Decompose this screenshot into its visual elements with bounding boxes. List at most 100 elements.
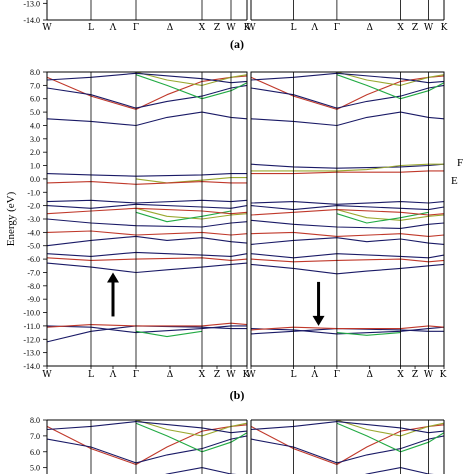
panel-b: 8.0 7.0 6.0 5.0 4.0 3.0 2.0 1.0 0.0 -1.0 -2.0 -3.0 -… [5,68,447,380]
y-tick-label: -13.0 [23,0,40,8]
band-line [46,207,248,215]
band-line [46,257,248,261]
band-line [250,205,445,211]
k-point-label: W [226,370,236,380]
y-tick-label: 5.0 [30,464,40,473]
y-tick-label: 6.0 [30,95,40,104]
k-point-label: Γ [334,370,340,380]
caption-a: (a) [230,37,244,51]
y-tick-label: -1.0 [27,188,40,197]
k-point-label: K [440,370,447,380]
k-point-label: Δ [167,23,174,33]
band-line [250,72,445,84]
y-tick-label: 4.0 [30,121,40,130]
y-tick-label: 8.0 [30,416,40,425]
panel-c-bands [251,420,444,474]
band-line [46,325,247,343]
y-tick-label: -4.0 [27,228,40,237]
k-point-label: W [424,370,434,380]
band-line [250,253,445,259]
band-line [46,72,248,84]
band-line [251,421,444,434]
band-line [46,181,247,185]
band-line [336,332,401,336]
band-line [46,199,248,204]
k-point-label: L [88,370,94,380]
band-line [46,173,247,177]
band-line [251,170,444,175]
panel-a-remnant: -13.0-14.0W L Λ Γ Δ X Z W KW L Λ Γ Δ X Z W K [23,0,448,33]
band-line [364,467,434,474]
band-line [250,237,445,245]
band-line [46,325,247,334]
k-point-label: Λ [310,23,318,33]
y-tick-label: 8.0 [30,68,40,77]
y-tick-label: -8.0 [27,282,40,291]
k-point-label: W [226,23,236,33]
k-point-label: L [290,23,296,33]
band-line [46,251,248,257]
k-point-label: Λ [109,370,117,380]
k-point-label: Δ [366,23,373,33]
k-point-label: W [42,370,52,380]
y-tick-label: -14.0 [23,362,40,371]
y-tick-label: -6.0 [27,255,40,264]
k-point-label: Z [214,370,220,380]
band-line [250,219,445,229]
y-tick-label: -3.0 [27,215,40,224]
y-tick-label: 3.0 [30,135,40,144]
k-point-label: Δ [366,370,373,380]
y-tick-label: -12.0 [23,335,40,344]
k-point-label: X [199,23,206,33]
k-point-label: W [42,23,52,33]
band-line [46,230,248,236]
k-point-label: K [441,23,448,33]
band-line [250,111,445,127]
k-point-label: X [199,370,206,380]
subpanel-frame [46,71,248,367]
band-line [46,203,248,209]
band-line [135,330,203,338]
band-line [250,328,444,335]
band-line [250,325,445,331]
k-point-label: Z [412,23,418,33]
k-point-label: W [424,23,434,33]
y-tick-label: -9.0 [27,295,40,304]
band-line [135,71,248,86]
y-tick-label: 0.0 [30,175,40,184]
band-line [165,467,237,474]
spin-down-arrow-head [312,315,325,326]
k-point-label: Z [214,23,220,33]
y-tick-label: 7.0 [30,432,40,441]
y-tick-label: 1.0 [30,162,40,171]
band-line [250,163,445,169]
k-point-label: Δ [167,370,174,380]
k-point-label: Γ [133,23,139,33]
panel-c-remnant: 8.0 7.0 6.0 5.0 [30,416,445,474]
k-point-label: K [243,370,250,380]
y-tick-label: 7.0 [30,81,40,90]
caption-b: (b) [230,388,245,402]
band-line [250,231,445,237]
y-tick-label: 5.0 [30,108,40,117]
band-line [46,262,248,274]
k-point-label: L [88,23,94,33]
band-line [47,421,247,434]
y-tick-label: -7.0 [27,268,40,277]
spin-up-arrow-head [107,272,119,283]
band-line [46,322,248,328]
y-tick-label: -14.0 [23,16,40,25]
y-tick-label: 2.0 [30,148,40,157]
k-point-label: W [246,370,256,380]
k-point-label: Λ [109,23,117,33]
side-label-e: E [451,175,458,187]
band-line [46,218,248,228]
k-point-label: X [397,23,404,33]
y-tick-label: -5.0 [27,242,40,251]
k-point-label: X [397,370,404,380]
k-point-label: L [290,370,296,380]
band-line [250,263,445,275]
band-line [250,209,445,216]
